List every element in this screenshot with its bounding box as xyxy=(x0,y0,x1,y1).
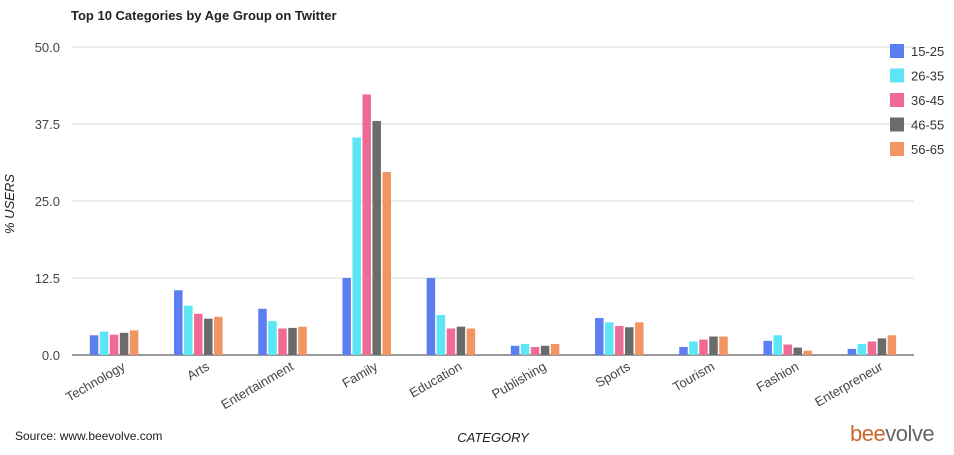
x-tick-label: Publishing xyxy=(489,359,548,402)
x-tick-label: Fashion xyxy=(754,359,802,395)
legend-swatch xyxy=(890,93,904,107)
bar-26-35 xyxy=(857,343,867,355)
bar-56-65 xyxy=(550,343,560,355)
bar-56-65 xyxy=(382,172,391,355)
bar-36-45 xyxy=(699,339,708,355)
bar-26-35 xyxy=(352,137,361,355)
bar-36-45 xyxy=(783,344,792,355)
bar-46-55 xyxy=(793,347,802,355)
x-tick-label: Arts xyxy=(184,358,212,383)
bar-56-65 xyxy=(214,316,223,355)
logo-part-2: volve xyxy=(885,421,935,446)
x-tick-label: Family xyxy=(340,358,381,390)
bar-46-55 xyxy=(204,318,213,355)
y-tick-label: 12.5 xyxy=(35,271,60,286)
source-text: Source: www.beevolve.com xyxy=(15,429,163,443)
legend-label: 15-25 xyxy=(911,44,944,59)
bar-26-35 xyxy=(773,335,782,355)
bar-46-55 xyxy=(288,327,297,355)
x-tick-label: Tourism xyxy=(670,359,717,395)
bar-15-25 xyxy=(595,318,604,355)
bar-56-65 xyxy=(719,336,728,355)
x-axis-label: CATEGORY xyxy=(457,430,530,445)
bar-26-35 xyxy=(184,305,193,355)
legend-swatch xyxy=(890,117,904,132)
bar-36-45 xyxy=(446,328,456,355)
legend-label: 26-35 xyxy=(911,69,944,84)
bar-36-45 xyxy=(867,341,877,355)
y-axis-ticks: 0.0 12.5 25.0 37.5 50.0 xyxy=(35,40,60,363)
bar-15-25 xyxy=(342,278,351,355)
bar-36-45 xyxy=(109,334,119,355)
bar-56-65 xyxy=(803,350,812,355)
x-tick-label: Enterpreneur xyxy=(812,358,886,409)
bar-56-65 xyxy=(466,328,476,355)
legend-swatch xyxy=(890,142,904,156)
bar-36-45 xyxy=(615,326,624,355)
legend-swatch xyxy=(890,68,904,83)
legend-label: 46-55 xyxy=(911,118,944,133)
y-axis-label: % USERS xyxy=(2,174,17,234)
bar-36-45 xyxy=(530,346,540,355)
bar-15-25 xyxy=(426,278,436,355)
bar-15-25 xyxy=(763,340,772,355)
legend: 15-25 26-35 36-45 46-55 56-65 xyxy=(890,44,944,157)
bar-15-25 xyxy=(89,335,99,355)
bar-15-25 xyxy=(258,308,267,355)
bar-26-35 xyxy=(268,321,277,355)
y-tick-label: 0.0 xyxy=(42,348,60,363)
x-tick-label: Technology xyxy=(63,358,128,404)
bar-26-35 xyxy=(436,314,446,355)
y-tick-label: 37.5 xyxy=(35,117,60,132)
legend-swatch xyxy=(890,44,904,58)
logo-part-1: bee xyxy=(850,421,886,446)
chart-title: Top 10 Categories by Age Group on Twitte… xyxy=(71,8,337,23)
bar-46-55 xyxy=(709,336,718,355)
bar-46-55 xyxy=(625,327,634,355)
bar-46-55 xyxy=(456,326,466,355)
bar-15-25 xyxy=(847,348,857,355)
legend-label: 36-45 xyxy=(911,93,944,108)
bar-36-45 xyxy=(278,328,287,355)
beevolve-logo: beevolve xyxy=(850,421,935,447)
bar-15-25 xyxy=(679,346,688,355)
bar-15-25 xyxy=(510,345,520,355)
bar-46-55 xyxy=(119,332,129,355)
bar-46-55 xyxy=(372,120,381,355)
legend-label: 56-65 xyxy=(911,142,944,157)
bar-36-45 xyxy=(362,94,371,355)
bar-56-65 xyxy=(635,322,644,355)
bar-26-35 xyxy=(689,341,698,355)
bar-36-45 xyxy=(194,313,203,355)
bar-46-55 xyxy=(540,345,550,355)
x-tick-label: Education xyxy=(407,359,465,401)
bar-56-65 xyxy=(298,326,307,355)
y-tick-label: 50.0 xyxy=(35,40,60,55)
bar-56-65 xyxy=(887,335,897,355)
y-tick-label: 25.0 xyxy=(35,194,60,209)
x-axis-ticks: Technology Arts Entertainment Family Educati… xyxy=(63,358,886,412)
bar-15-25 xyxy=(174,290,183,355)
x-tick-label: Sports xyxy=(593,358,633,390)
gridlines xyxy=(72,46,914,356)
bar-26-35 xyxy=(605,322,614,355)
bar-56-65 xyxy=(129,330,139,355)
bars xyxy=(89,94,897,355)
x-tick-label: Entertainment xyxy=(218,358,296,412)
bar-26-35 xyxy=(520,343,530,355)
bar-26-35 xyxy=(99,331,109,355)
bar-46-55 xyxy=(877,338,887,355)
